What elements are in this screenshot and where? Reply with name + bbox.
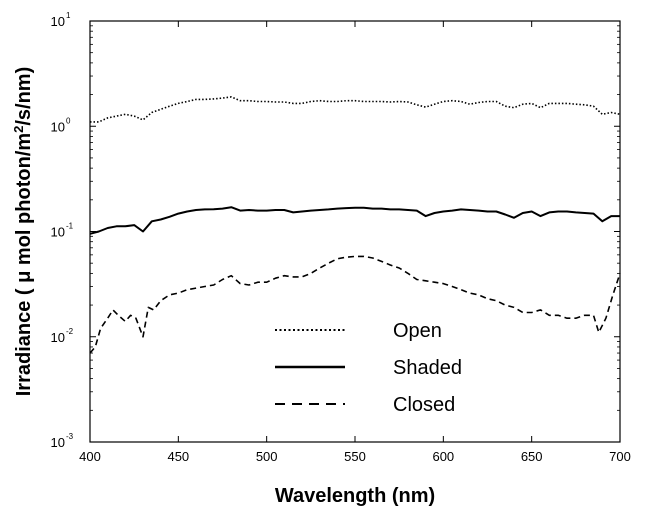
series-line-open bbox=[90, 96, 621, 123]
x-axis-title: Wavelength (nm) bbox=[275, 485, 435, 507]
y-axis-title-mu: μ bbox=[13, 271, 35, 283]
y-axis-title-part: Irradiance ( bbox=[13, 283, 35, 396]
plot-area bbox=[89, 96, 621, 354]
series-line-closed bbox=[89, 255, 621, 354]
x-tick-label: 500 bbox=[256, 449, 278, 464]
y-axis-title-part: mol photon/m bbox=[13, 133, 35, 271]
x-tick-label: 650 bbox=[521, 449, 543, 464]
y-tick-label: 10 bbox=[51, 225, 65, 240]
legend-label-shaded: Shaded bbox=[393, 357, 462, 379]
x-tick-label: 400 bbox=[79, 449, 101, 464]
y-tick-label: 10 bbox=[51, 435, 65, 450]
y-tick-exponent: -3 bbox=[66, 432, 74, 441]
legend-label-closed: Closed bbox=[393, 394, 455, 416]
y-tick-label: 10 bbox=[51, 14, 65, 29]
y-tick-exponent: -1 bbox=[66, 222, 74, 231]
y-tick-exponent: 0 bbox=[66, 116, 71, 125]
y-axis-title: Irradiance ( μ mol photon/m2/s/nm) bbox=[11, 67, 36, 397]
legend-label-open: Open bbox=[393, 320, 442, 342]
y-tick-label: 10 bbox=[51, 119, 65, 134]
legend: Open Shaded Closed bbox=[275, 320, 462, 416]
x-tick-label: 700 bbox=[609, 449, 631, 464]
x-tick-label: 450 bbox=[167, 449, 189, 464]
x-tick-label: 600 bbox=[432, 449, 454, 464]
y-tick-label: 10 bbox=[51, 330, 65, 345]
series-line-shaded bbox=[89, 206, 620, 235]
x-tick-label: 550 bbox=[344, 449, 366, 464]
y-axis-title-superscript: 2 bbox=[11, 126, 26, 133]
y-tick-exponent: 1 bbox=[66, 11, 71, 20]
y-axis-title-part: /s/nm) bbox=[13, 67, 35, 126]
y-tick-exponent: -2 bbox=[66, 327, 74, 336]
